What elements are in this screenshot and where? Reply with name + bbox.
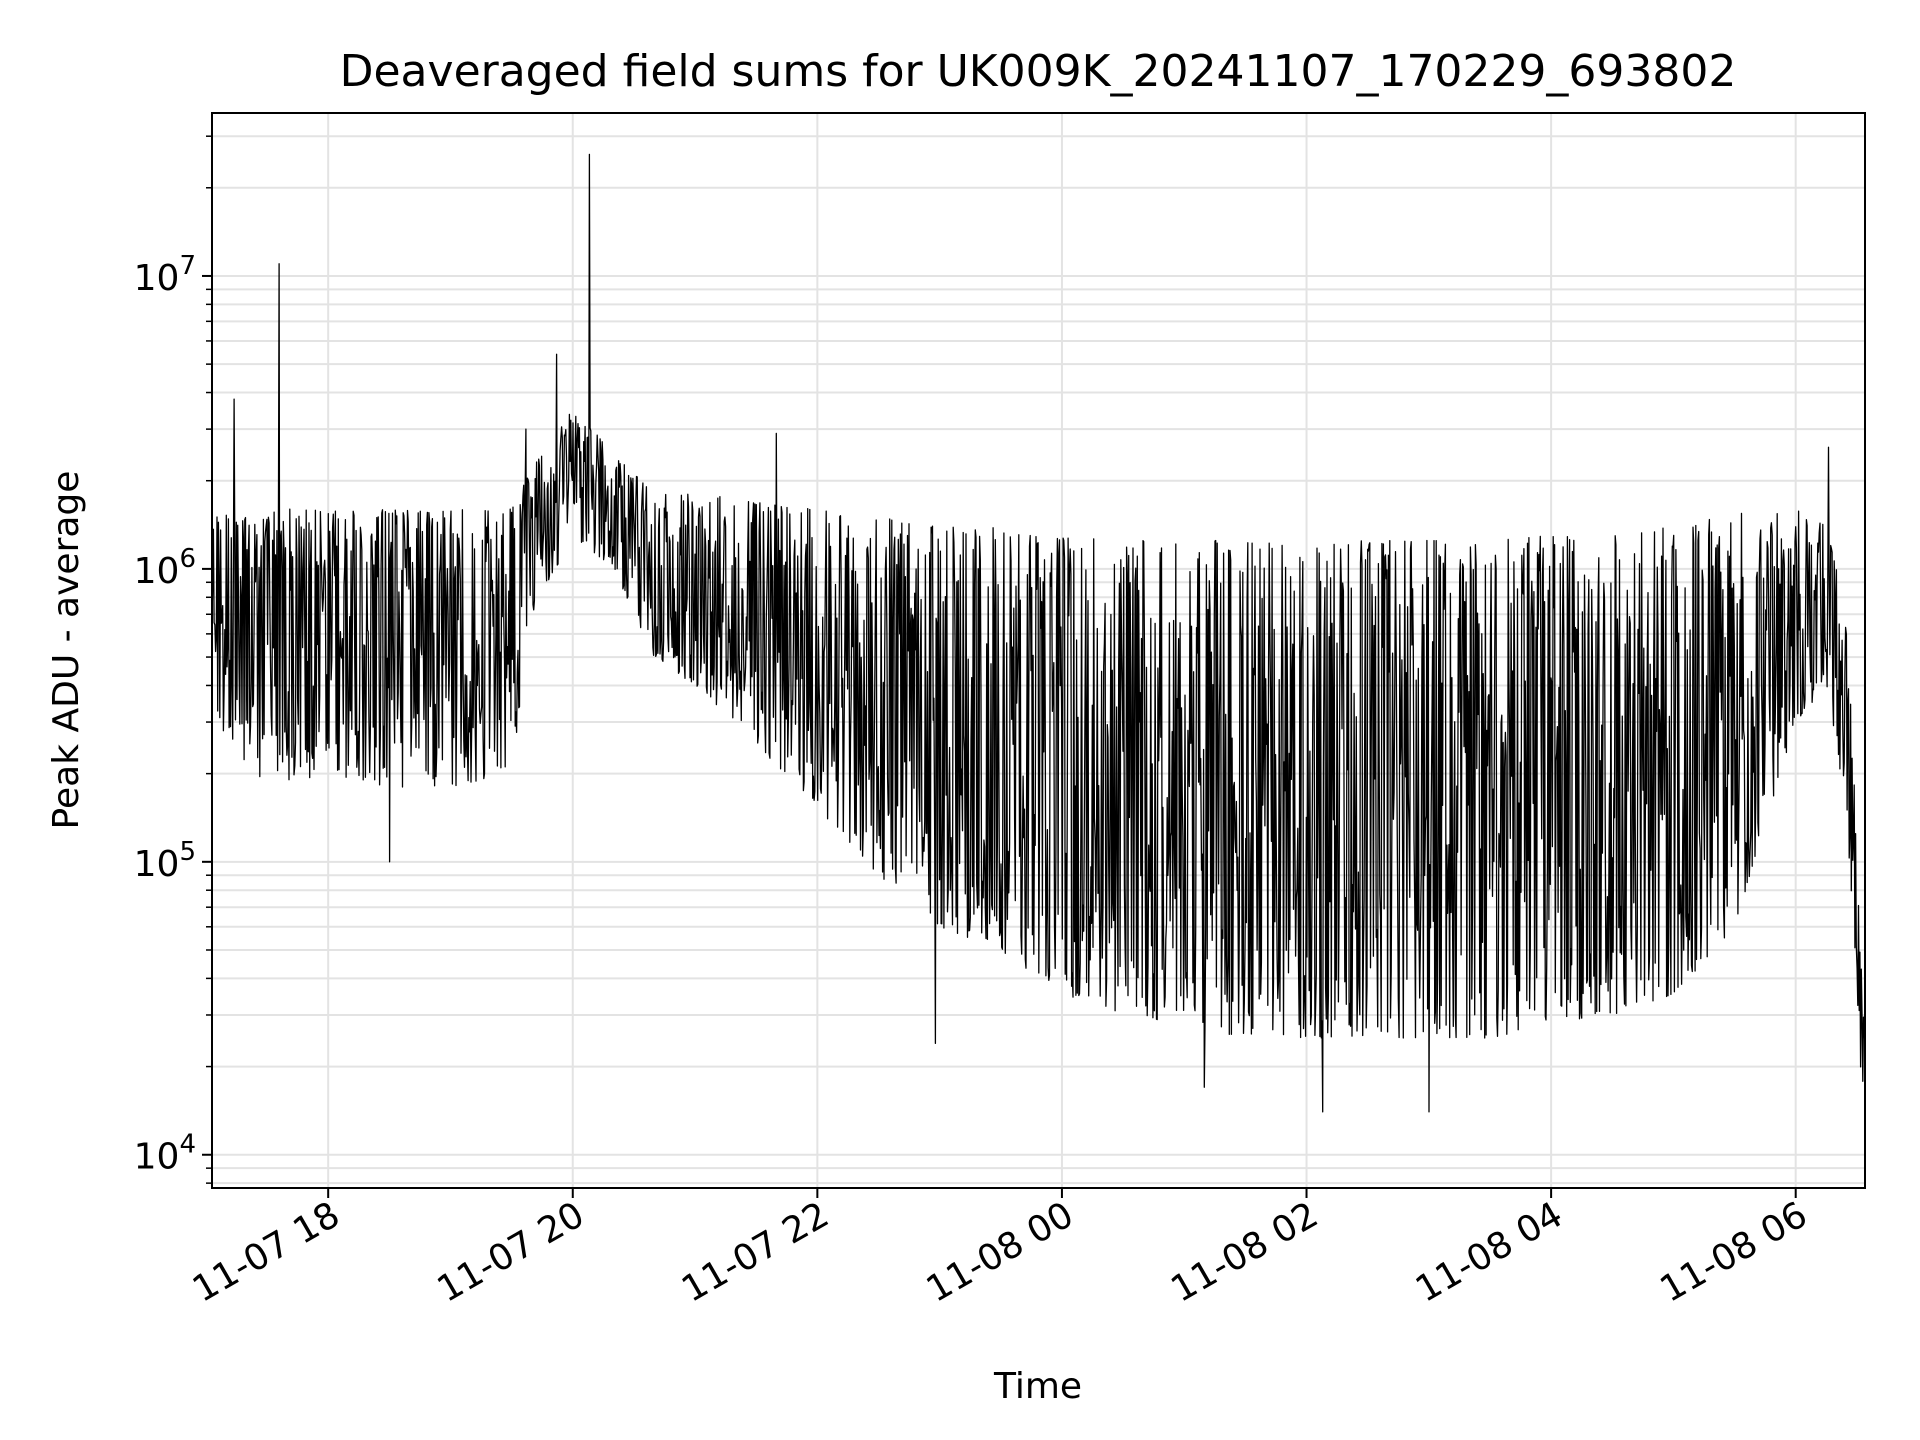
x-tick-label: 11-08 02 — [1164, 1194, 1325, 1310]
y-tick-label: 106 — [134, 544, 196, 592]
x-tick-label: 11-07 20 — [431, 1194, 592, 1310]
x-tick-label: 11-08 06 — [1654, 1194, 1815, 1310]
x-tick-label: 11-08 00 — [920, 1194, 1081, 1310]
plot-frame — [211, 112, 1866, 1189]
y-tick-label: 105 — [134, 837, 196, 885]
x-axis: 11-07 18 11-07 20 11-07 22 11-08 00 11-08 02… — [186, 1188, 1814, 1311]
y-axis: 104 105 106 107 — [134, 135, 212, 1184]
y-axis-label: Peak ADU - average — [46, 471, 87, 830]
y-tick-label: 104 — [134, 1130, 196, 1178]
chart-title: Deaveraged field sums for UK009K_2024110… — [340, 46, 1737, 97]
data-series-line — [211, 153, 1866, 1113]
x-axis-label: Time — [993, 1366, 1082, 1407]
x-tick-label: 11-07 18 — [186, 1194, 347, 1310]
series-line — [211, 153, 1866, 1113]
x-tick-label: 11-07 22 — [675, 1194, 836, 1310]
x-tick-label: 11-08 04 — [1409, 1194, 1570, 1310]
y-tick-label: 107 — [134, 251, 196, 299]
